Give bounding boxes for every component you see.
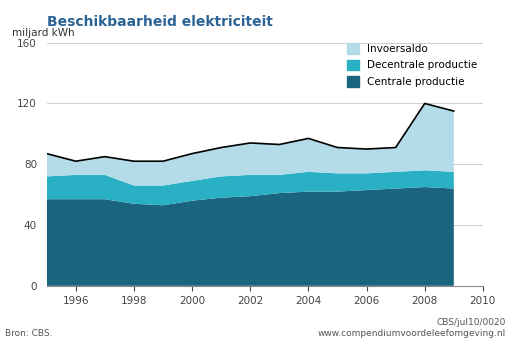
Text: www.compendiumvoordeleefomgeving.nl: www.compendiumvoordeleefomgeving.nl: [318, 329, 506, 338]
Text: CBS/jul10/0020: CBS/jul10/0020: [436, 318, 506, 327]
Legend: Invoersaldo, Decentrale productie, Centrale productie: Invoersaldo, Decentrale productie, Centr…: [346, 43, 478, 87]
Text: miljard kWh: miljard kWh: [12, 28, 75, 38]
Text: Beschikbaarheid elektriciteit: Beschikbaarheid elektriciteit: [47, 15, 272, 29]
Text: Bron: CBS.: Bron: CBS.: [5, 329, 53, 338]
